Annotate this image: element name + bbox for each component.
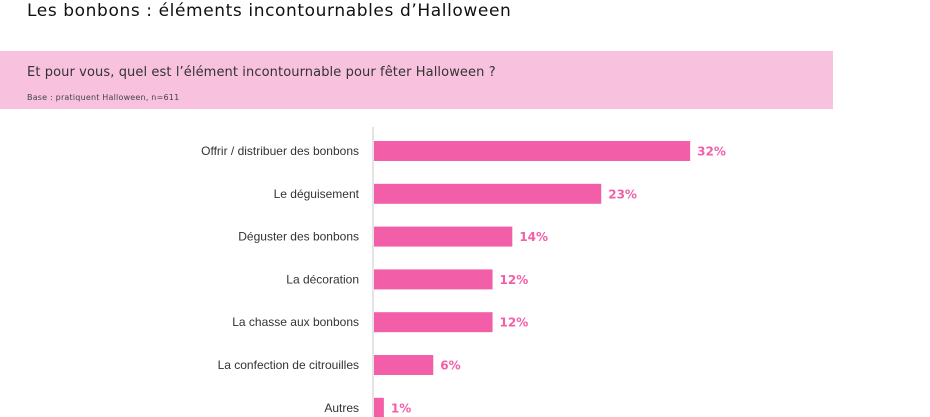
bar [374, 226, 513, 247]
survey-base-note: Base : pratiquent Halloween, n=611 [27, 93, 180, 102]
bar [374, 312, 493, 333]
value-label: 1% [391, 401, 411, 415]
category-label: Offrir / distribuer des bonbons [201, 144, 359, 158]
category-label: La confection de citrouilles [218, 358, 359, 372]
question-banner: Et pour vous, quel est l’élément inconto… [0, 51, 833, 109]
value-label: 14% [519, 230, 548, 244]
bar [374, 355, 434, 375]
category-label: Déguster des bonbons [238, 230, 359, 244]
value-label: 23% [608, 187, 637, 201]
category-label: Le déguisement [274, 187, 360, 201]
value-label: 12% [500, 273, 529, 287]
category-label: La chasse aux bonbons [232, 315, 359, 329]
bar [374, 141, 691, 161]
survey-question: Et pour vous, quel est l’élément inconto… [27, 65, 496, 80]
value-label: 12% [500, 316, 529, 330]
category-label: La décoration [286, 272, 359, 286]
bar [374, 397, 384, 417]
page-title: Les bonbons : éléments incontournables d… [27, 1, 512, 21]
bar [374, 183, 602, 204]
category-label: Autres [324, 401, 359, 415]
bar [374, 269, 493, 290]
value-label: 32% [697, 145, 726, 159]
value-label: 6% [440, 359, 460, 373]
